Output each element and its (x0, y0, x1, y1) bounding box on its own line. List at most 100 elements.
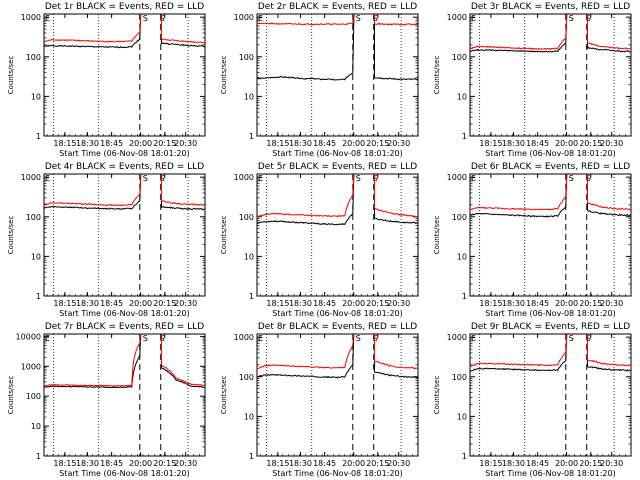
y-tick-label: 10 (457, 412, 467, 421)
x-tick-label: 18:30 (289, 139, 312, 148)
x-tick-label: 18:45 (100, 139, 123, 148)
y-tick-label: 1000 (447, 173, 467, 182)
x-axis-label: Start Time (06-Nov-08 18:01:20) (485, 469, 615, 478)
x-tick-label: 18:30 (502, 139, 525, 148)
lld-series-line (44, 174, 205, 207)
plot-frame (43, 333, 206, 457)
x-tick-label: 20:30 (387, 299, 410, 308)
x-tick-label: 18:45 (526, 459, 549, 468)
plot-frame (256, 173, 419, 297)
y-tick-label: 1000 (21, 13, 41, 22)
x-axis-label: Start Time (06-Nov-08 18:01:20) (485, 309, 615, 318)
x-tick-label: 18:30 (289, 459, 312, 468)
x-tick-label: 20:30 (387, 139, 410, 148)
x-axis-label: Start Time (06-Nov-08 18:01:20) (59, 149, 189, 158)
y-tick-label: 1000 (21, 173, 41, 182)
panel-title: Det 8r BLACK = Events, RED = LLD (258, 322, 417, 332)
x-tick-label: 18:30 (76, 459, 99, 468)
y-tick-label: 100 (239, 213, 254, 222)
lld-series-line (257, 14, 418, 26)
y-tick-label: 1 (36, 452, 41, 461)
y-axis-label: Counts/sec (433, 56, 441, 95)
plot-frame (43, 13, 206, 137)
x-tick-label: 20:30 (600, 459, 623, 468)
saa-marker: S (143, 334, 148, 343)
y-tick-label: 100 (26, 213, 41, 222)
saa-marker: S (569, 174, 574, 183)
y-axis-label: Counts/sec (220, 56, 228, 95)
y-tick-label: 10 (31, 252, 41, 261)
x-tick-label: 18:15 (479, 139, 502, 148)
x-axis-label: Start Time (06-Nov-08 18:01:20) (59, 309, 189, 318)
y-tick-label: 1000 (234, 333, 254, 342)
y-tick-label: 1 (249, 292, 254, 301)
x-tick-label: 18:45 (313, 459, 336, 468)
detector-panel: Det 3r BLACK = Events, RED = LLD 1 10 100 10… (426, 0, 639, 160)
x-tick-label: 18:15 (53, 459, 76, 468)
saa-marker: S (160, 174, 165, 183)
saa-marker: S (160, 334, 165, 343)
panel-title: Det 4r BLACK = Events, RED = LLD (45, 162, 204, 172)
detector-chart: Det 3r BLACK = Events, RED = LLD 1 10 100 10… (433, 2, 632, 158)
x-axis-label: Start Time (06-Nov-08 18:01:20) (485, 149, 615, 158)
detector-chart: Det 2r BLACK = Events, RED = LLD 1 10 100 10… (220, 2, 419, 158)
x-tick-label: 18:15 (53, 299, 76, 308)
corner-marker: E (471, 14, 476, 23)
y-tick-label: 10000 (16, 332, 41, 341)
x-tick-label: 20:00 (129, 299, 152, 308)
lld-series-line (257, 334, 418, 370)
detector-panel: Det 2r BLACK = Events, RED = LLD 1 10 100 10… (213, 0, 426, 160)
y-axis-label: Counts/sec (7, 56, 15, 95)
x-tick-label: 18:30 (289, 299, 312, 308)
panel-title: Det 5r BLACK = Events, RED = LLD (258, 162, 417, 172)
detector-panel: Det 5r BLACK = Events, RED = LLD 1 10 100 10… (213, 160, 426, 320)
x-tick-label: 20:15 (153, 459, 176, 468)
detector-panel: Det 4r BLACK = Events, RED = LLD 1 10 100 10… (0, 160, 213, 320)
x-tick-label: 20:15 (579, 299, 602, 308)
events-series-line (470, 334, 631, 372)
y-axis-label: Counts/sec (433, 216, 441, 255)
y-tick-label: 100 (452, 53, 467, 62)
y-tick-label: 1000 (234, 13, 254, 22)
detector-chart: Det 9r BLACK = Events, RED = LLD 1 10 100 10… (433, 322, 632, 478)
y-tick-label: 1 (462, 132, 467, 141)
saa-marker: S (569, 14, 574, 23)
y-tick-label: 10 (31, 92, 41, 101)
y-tick-label: 100 (26, 392, 41, 401)
y-tick-label: 1 (249, 132, 254, 141)
events-series-line (470, 14, 631, 53)
y-tick-label: 1000 (234, 173, 254, 182)
saa-marker: S (373, 334, 378, 343)
corner-marker: E (258, 334, 263, 343)
saa-marker: S (356, 334, 361, 343)
corner-marker: E (471, 174, 476, 183)
events-series-line (44, 14, 205, 49)
x-tick-label: 18:30 (76, 139, 99, 148)
panel-title: Det 1r BLACK = Events, RED = LLD (45, 2, 204, 12)
x-tick-label: 20:30 (174, 299, 197, 308)
plot-frame (43, 173, 206, 297)
y-axis-label: Counts/sec (220, 216, 228, 255)
y-tick-label: 10 (457, 92, 467, 101)
x-tick-label: 20:00 (555, 139, 578, 148)
y-tick-label: 10 (31, 422, 41, 431)
plot-frame (469, 13, 632, 137)
panel-title: Det 9r BLACK = Events, RED = LLD (471, 322, 630, 332)
detector-chart: Det 8r BLACK = Events, RED = LLD 1 10 100 10… (220, 322, 419, 478)
saa-marker: S (586, 174, 591, 183)
x-tick-label: 20:30 (387, 459, 410, 468)
x-tick-label: 20:15 (153, 139, 176, 148)
detector-chart: Det 4r BLACK = Events, RED = LLD 1 10 100 10… (7, 162, 206, 318)
saa-marker: S (143, 14, 148, 23)
detector-chart: Det 6r BLACK = Events, RED = LLD 1 10 100 10… (433, 162, 632, 318)
detector-panel: Det 8r BLACK = Events, RED = LLD 1 10 100 10… (213, 320, 426, 480)
lld-series-line (470, 334, 631, 367)
plot-frame (469, 173, 632, 297)
saa-marker: S (143, 174, 148, 183)
saa-marker: S (160, 14, 165, 23)
y-axis-label: Counts/sec (7, 216, 15, 255)
events-series-line (257, 174, 418, 226)
x-axis-label: Start Time (06-Nov-08 18:01:20) (59, 469, 189, 478)
x-tick-label: 20:00 (555, 299, 578, 308)
y-tick-label: 1000 (21, 362, 41, 371)
